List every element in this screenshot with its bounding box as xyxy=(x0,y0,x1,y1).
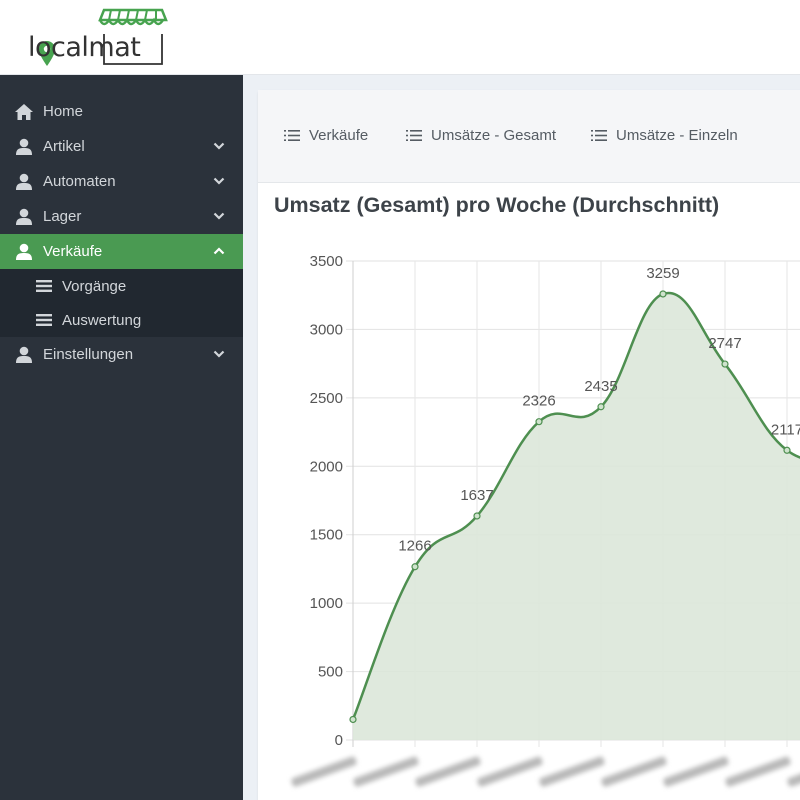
list-icon xyxy=(284,130,300,141)
data-label: 2435 xyxy=(584,378,617,395)
sidebar-subitem-label: Vorgänge xyxy=(62,277,127,295)
storefront-awning-icon xyxy=(39,8,168,66)
top-header: localmat xyxy=(0,0,800,75)
chevron-up-icon xyxy=(213,247,225,255)
sidebar-item-label: Verkäufe xyxy=(43,243,103,260)
series-line xyxy=(351,291,800,720)
tab-umsaetze-gesamt[interactable]: Umsätze - Gesamt xyxy=(406,127,556,144)
user-icon xyxy=(16,346,32,363)
brand-name: localmat xyxy=(28,32,141,63)
sidebar-item-verkaeufe[interactable]: Verkäufe xyxy=(0,234,243,269)
chevron-down-icon xyxy=(213,212,225,220)
data-point xyxy=(597,403,605,411)
home-icon xyxy=(15,103,33,120)
sidebar-item-lager[interactable]: Lager xyxy=(0,199,243,234)
sidebar-item-label: Einstellungen xyxy=(43,346,134,363)
sidebar-item-label: Home xyxy=(43,103,84,120)
x-tick-label xyxy=(539,756,605,787)
tab-label: Umsätze - Gesamt xyxy=(431,127,557,144)
brand-logo[interactable]: localmat xyxy=(26,4,176,70)
x-tick-label xyxy=(291,756,357,787)
sidebar-submenu-verkaeufe: Vorgänge Auswertung xyxy=(0,269,243,337)
x-tick-label xyxy=(725,756,791,787)
tab-verkaeufe[interactable]: Verkäufe xyxy=(284,127,368,144)
chevron-down-icon xyxy=(213,350,225,358)
tab-umsaetze-einzeln[interactable]: Umsätze - Einzeln xyxy=(591,127,738,144)
user-icon xyxy=(16,173,32,190)
data-label: 2117 xyxy=(771,421,800,438)
sidebar-subitem-vorgaenge[interactable]: Vorgänge xyxy=(0,269,243,303)
data-point xyxy=(349,715,357,724)
sidebar-subitem-label: Auswertung xyxy=(62,311,142,329)
x-tick-label xyxy=(663,756,729,787)
x-tick-label xyxy=(477,756,543,787)
y-tick-label: 2000 xyxy=(310,458,343,475)
sidebar-item-einstellungen[interactable]: Einstellungen xyxy=(0,337,243,372)
data-point xyxy=(411,563,419,571)
user-icon xyxy=(16,138,32,155)
area-fill xyxy=(353,292,800,740)
bars-icon xyxy=(36,314,52,326)
sidebar-item-label: Artikel xyxy=(43,138,85,155)
data-point xyxy=(659,290,667,298)
sidebar-subitem-auswertung[interactable]: Auswertung xyxy=(0,303,243,337)
chevron-down-icon xyxy=(213,142,225,150)
y-tick-label: 2500 xyxy=(310,390,343,407)
chart-title: Umsatz (Gesamt) pro Woche (Durchschnitt) xyxy=(274,193,720,217)
user-icon xyxy=(16,208,32,225)
area-chart: 0 500 1000 1500 2000 2500 3000 3500 1266 1637 2326… xyxy=(291,253,800,787)
y-tick-label: 3000 xyxy=(310,321,343,338)
data-label: 2747 xyxy=(708,335,741,352)
content-panel: Verkäufe Umsätze - Gesamt Umsätze - Einz… xyxy=(258,90,800,800)
sidebar-item-automaten[interactable]: Automaten xyxy=(0,164,243,199)
x-tick-label xyxy=(415,756,481,787)
sidebar: Home Artikel Automaten Lager xyxy=(0,75,243,800)
y-tick-label: 1000 xyxy=(310,595,343,612)
sidebar-item-artikel[interactable]: Artikel xyxy=(0,129,243,164)
list-icon xyxy=(591,130,607,141)
tab-label: Verkäufe xyxy=(309,127,369,144)
data-label: 1637 xyxy=(460,487,493,504)
chevron-down-icon xyxy=(213,177,225,185)
data-label: 3259 xyxy=(646,265,679,282)
user-icon xyxy=(16,243,32,260)
sidebar-item-label: Lager xyxy=(43,208,82,225)
tab-bar: Verkäufe Umsätze - Gesamt Umsätze - Einz… xyxy=(258,90,800,183)
y-tick-label: 1500 xyxy=(310,527,343,544)
sidebar-item-label: Automaten xyxy=(43,173,116,190)
data-label: 1266 xyxy=(398,538,431,555)
tab-label: Umsätze - Einzeln xyxy=(616,127,738,144)
data-point xyxy=(535,418,543,426)
data-label: 2326 xyxy=(522,393,555,410)
y-tick-label: 500 xyxy=(318,664,343,681)
y-tick-label: 3500 xyxy=(310,253,343,270)
x-tick-label xyxy=(601,756,667,787)
y-tick-label: 0 xyxy=(335,732,343,749)
data-point xyxy=(473,512,481,520)
data-point xyxy=(783,446,791,454)
list-icon xyxy=(406,130,422,141)
bars-icon xyxy=(36,280,52,292)
data-point xyxy=(721,360,729,368)
sidebar-item-home[interactable]: Home xyxy=(0,94,243,129)
x-tick-label xyxy=(353,756,419,787)
